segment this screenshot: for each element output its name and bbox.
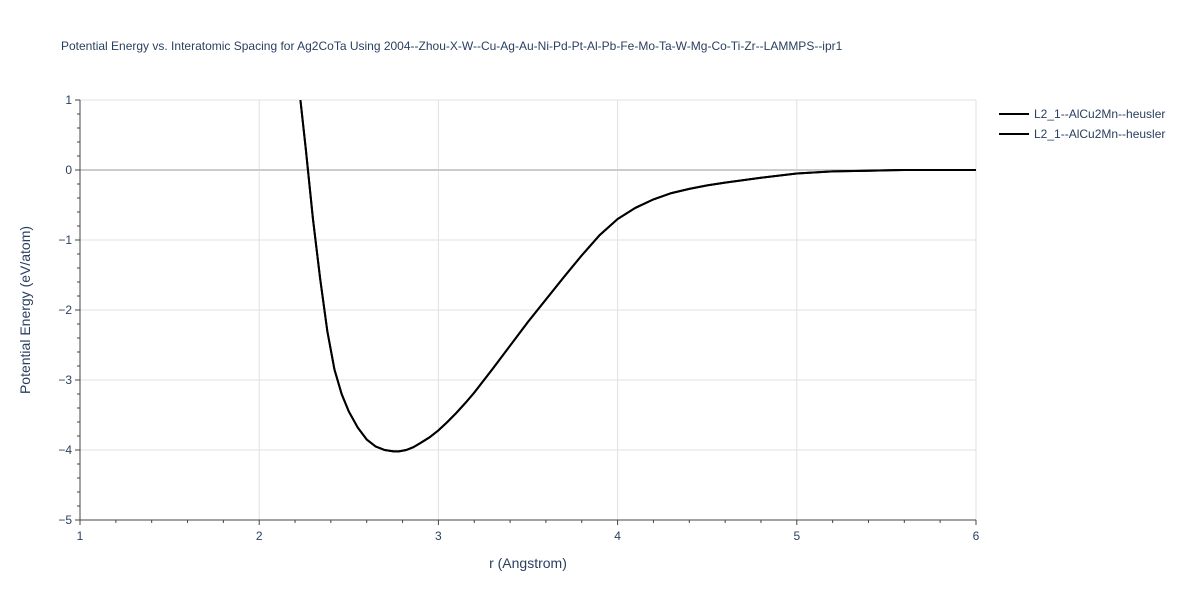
series-line [299, 100, 976, 453]
y-tick-label: −3 [58, 373, 72, 387]
x-tick-label: 4 [614, 529, 621, 543]
y-tick-label: 1 [65, 93, 72, 107]
axes: 1 2 3 4 5 6 1 0 −1 −2 −3 −4 −5 [58, 93, 979, 543]
x-tick-label: 5 [793, 529, 800, 543]
x-tick-label: 3 [435, 529, 442, 543]
x-tick-label: 6 [973, 529, 980, 543]
x-axis-title: r (Angstrom) [489, 555, 567, 571]
y-tick-label: −2 [58, 303, 72, 317]
x-tick-label: 1 [77, 529, 84, 543]
y-axis-title: Potential Energy (eV/atom) [17, 226, 33, 394]
x-tick-label: 2 [256, 529, 263, 543]
legend[interactable]: L2_1--AlCu2Mn--heusler L2_1--AlCu2Mn--heu… [999, 107, 1165, 141]
grid [80, 99, 977, 520]
legend-item[interactable]: L2_1--AlCu2Mn--heusler [999, 127, 1165, 141]
legend-label: L2_1--AlCu2Mn--heusler [1034, 127, 1165, 141]
series-lines [299, 100, 976, 453]
y-tick-label: −1 [58, 233, 72, 247]
y-tick-label: −4 [58, 443, 72, 457]
y-tick-label: −5 [58, 513, 72, 527]
legend-item[interactable]: L2_1--AlCu2Mn--heusler [999, 107, 1165, 121]
series-line [299, 100, 976, 453]
chart-title: Potential Energy vs. Interatomic Spacing… [61, 39, 843, 53]
legend-label: L2_1--AlCu2Mn--heusler [1034, 107, 1165, 121]
y-tick-label: 0 [65, 163, 72, 177]
